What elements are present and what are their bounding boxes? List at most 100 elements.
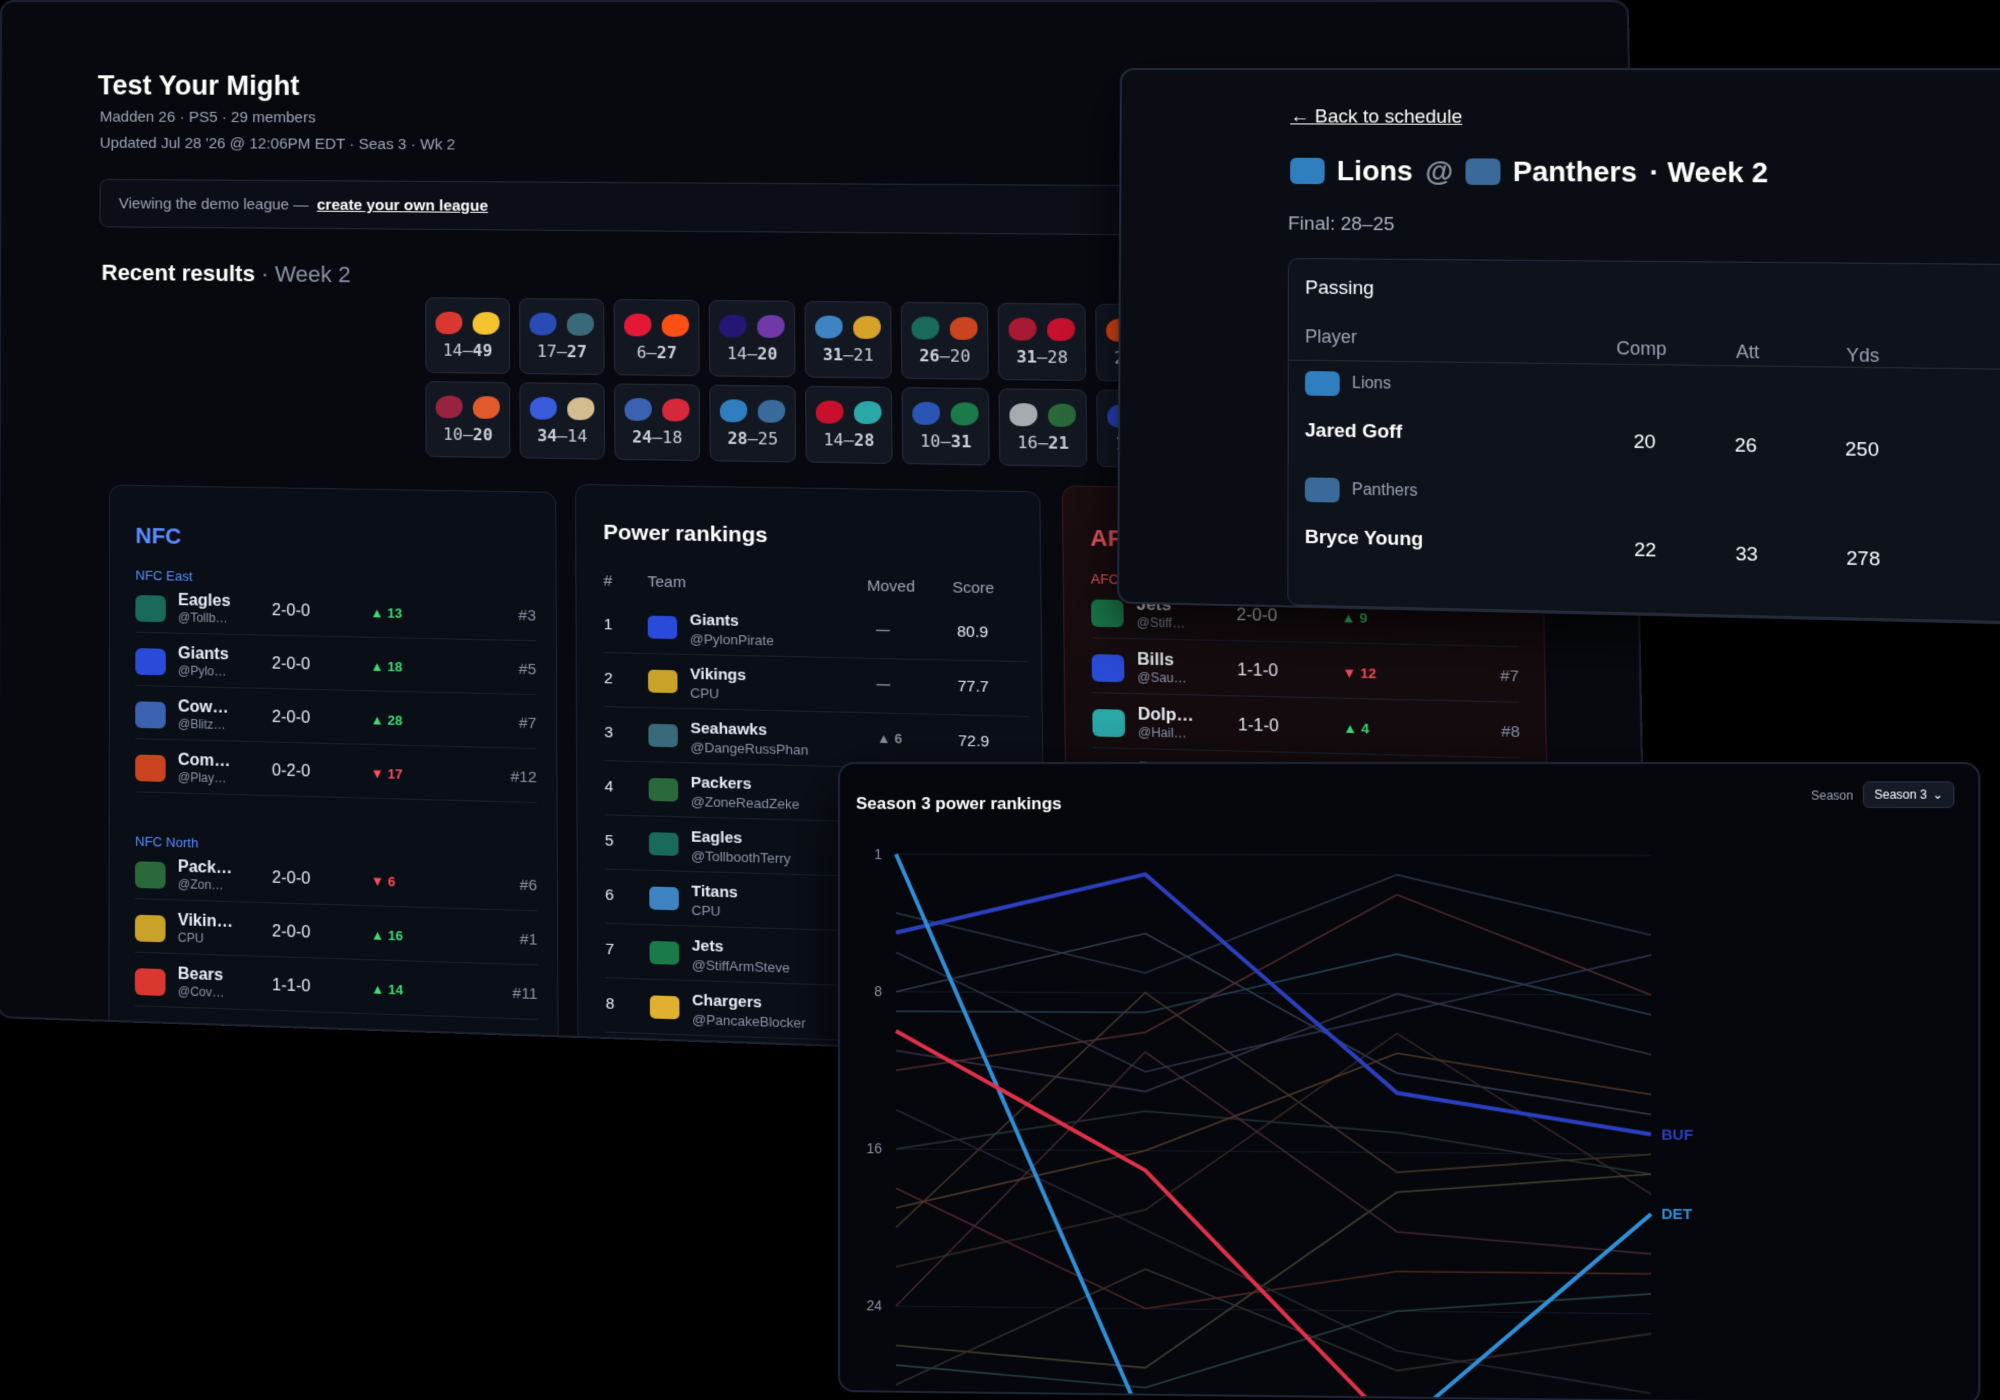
game-result-card[interactable]: 31–21: [804, 300, 892, 379]
home-score: 20: [757, 343, 778, 364]
col-team: Team: [647, 573, 687, 592]
standings-row[interactable]: Bears @Cov… 1-1-0 ▲ 14 #11: [134, 956, 538, 1020]
standings-row[interactable]: Giants @Pylo… 2-0-0 ▲ 18 #5: [135, 636, 537, 696]
home-score: 28: [853, 429, 875, 450]
away-score: 14: [726, 342, 748, 363]
home-team-logo-icon: [1047, 403, 1077, 427]
game-score: 28–25: [727, 428, 778, 448]
create-league-link[interactable]: create your own league: [316, 196, 489, 215]
yds-value: 250: [1845, 438, 1880, 462]
demo-banner: Viewing the demo league — create your ow…: [99, 178, 1206, 236]
home-team-name[interactable]: Panthers: [1512, 155, 1638, 188]
col-comp: Comp: [1616, 337, 1667, 360]
game-result-card[interactable]: 24–18: [614, 383, 701, 462]
standings-row[interactable]: Cow… @Blitz… 2-0-0 ▲ 28 #7: [135, 690, 537, 750]
team-logo-icon: [649, 940, 680, 965]
score-dash: –: [652, 426, 663, 447]
team-name: Bears @Cov…: [178, 965, 272, 1002]
game-result-card[interactable]: 26–20: [900, 301, 989, 380]
home-team-logo-icon: [567, 396, 595, 420]
player-name[interactable]: Jared Goff: [1304, 420, 1403, 444]
away-score: 28: [727, 427, 748, 448]
rank-change: ▲ 14: [370, 981, 404, 998]
game-result-card[interactable]: 31–28: [997, 302, 1087, 382]
team-record: 2-0-0: [271, 601, 311, 620]
team-logos: [719, 313, 785, 338]
standings-row[interactable]: Dolp… @Hail… 1-1-0 ▲ 4 #8: [1092, 697, 1521, 759]
team-logos: [815, 399, 882, 424]
score-value: 77.7: [957, 677, 990, 697]
team-rank: #12: [510, 768, 537, 787]
rank-change: ▼ 17: [370, 765, 403, 782]
att-value: 33: [1735, 543, 1758, 566]
team-owner: @PylonPirate: [689, 631, 774, 649]
away-score: 10: [919, 430, 941, 451]
away-score: 31: [1016, 346, 1038, 367]
away-team-logo-icon: [719, 313, 747, 338]
team-logos: [1008, 316, 1076, 341]
game-result-card[interactable]: 6–27: [613, 299, 700, 377]
score-dash: –: [843, 429, 855, 450]
away-team-name[interactable]: Lions: [1336, 154, 1413, 187]
game-score: 10–31: [920, 431, 972, 452]
team-logos: [624, 397, 690, 422]
score-dash: –: [747, 428, 758, 448]
game-result-card[interactable]: 17–27: [519, 298, 605, 376]
standings-row[interactable]: Bills @Sau… 1-1-0 ▼ 12 #7: [1091, 642, 1520, 703]
team-logo-icon: [135, 647, 166, 675]
power-rankings-title: Power rankings: [603, 520, 768, 548]
player-name[interactable]: Bryce Young: [1304, 526, 1424, 551]
away-team-logo-icon: [912, 401, 941, 425]
team-logos: [529, 396, 595, 420]
team-logos: [815, 314, 881, 339]
team-rank: [1485, 620, 1518, 621]
recent-week: · Week 2: [261, 261, 351, 288]
game-result-card[interactable]: 16–21: [998, 388, 1088, 467]
game-result-card[interactable]: 28–25: [709, 384, 797, 463]
team-owner: @Tollb…: [177, 609, 228, 626]
rank-number: 5: [604, 831, 614, 850]
team-owner: @Pylo…: [177, 662, 227, 679]
game-result-card[interactable]: 10–31: [901, 387, 990, 466]
rank-number: 1: [603, 615, 613, 634]
team-name: Cow… @Blitz…: [178, 698, 272, 734]
highlight-series-line[interactable]: [896, 854, 1651, 1400]
team-owner: CPU: [691, 902, 721, 919]
back-to-schedule-link[interactable]: ← Back to schedule: [1290, 106, 1463, 128]
standings-row[interactable]: Pack… @Zon… 2-0-0 ▼ 6 #6: [135, 849, 538, 912]
team-logo-icon: [134, 914, 166, 942]
power-ranking-row[interactable]: 1 Giants @PylonPirate — 80.9: [603, 601, 1029, 663]
series-line: [896, 1169, 1651, 1374]
game-score: 34–14: [537, 425, 587, 445]
comp-value: 20: [1633, 431, 1656, 454]
home-score: 28: [1047, 346, 1069, 367]
home-team-logo-icon: [950, 401, 979, 426]
game-result-card[interactable]: 14–20: [708, 299, 796, 378]
game-result-card[interactable]: 34–14: [519, 382, 606, 460]
team-logos: [435, 395, 500, 419]
grid-line: [896, 992, 1651, 995]
game-result-card[interactable]: 14–49: [425, 297, 511, 374]
power-ranking-row[interactable]: 2 Vikings CPU — 77.7: [603, 655, 1029, 717]
game-result-card[interactable]: 14–28: [805, 385, 893, 464]
away-team-logo-icon: [1009, 402, 1038, 426]
panthers-subheader: Panthers: [1304, 477, 1418, 504]
power-rankings-header: # Team Moved Score: [604, 572, 1028, 597]
standings-row[interactable]: Eagles @Tollb… 2-0-0 ▲ 13 #3: [135, 583, 537, 642]
standings-row[interactable]: Com… @Play… 0-2-0 ▼ 17 #12: [135, 743, 537, 804]
score-dash: –: [462, 424, 473, 444]
team-rank: #3: [518, 606, 536, 625]
rank-change: ▲ 28: [370, 711, 403, 729]
team-owner: @DangeRussPhan: [690, 739, 809, 758]
home-score: 21: [1048, 432, 1069, 453]
game-result-card[interactable]: 10–20: [425, 381, 511, 459]
lions-logo-icon: [1305, 370, 1340, 396]
team-name: Chargers @PancakeBlocker: [692, 991, 806, 1033]
team-rank: #11: [512, 984, 538, 1004]
recent-results-title: Recent results · Week 2: [101, 260, 350, 289]
highlight-series-line[interactable]: [896, 1031, 1651, 1400]
standings-row[interactable]: Vikin… CPU 2-0-0 ▲ 16 #1: [134, 903, 538, 966]
y-tick-label: 16: [866, 1141, 882, 1157]
series-end-label: BUF: [1661, 1126, 1693, 1143]
team-record: 1-1-0: [1237, 716, 1279, 736]
